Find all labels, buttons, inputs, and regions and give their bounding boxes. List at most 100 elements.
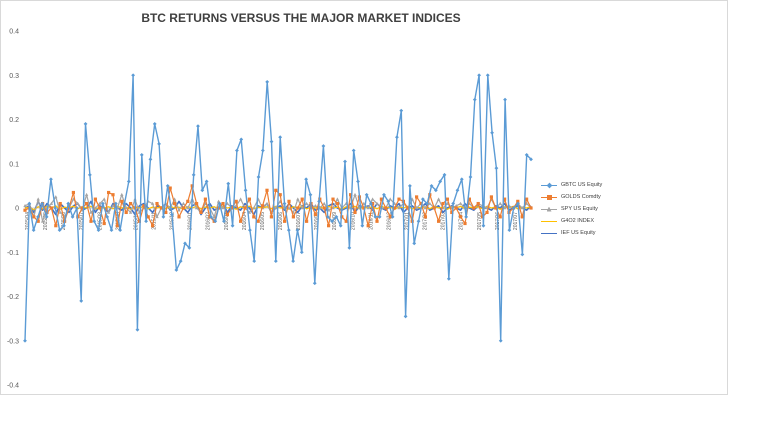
x-tick-label: 2016/08 xyxy=(314,212,320,230)
data-point xyxy=(111,193,115,197)
data-point xyxy=(118,228,123,233)
data-point xyxy=(23,338,27,343)
data-point xyxy=(384,206,388,210)
data-point xyxy=(429,183,434,188)
data-point xyxy=(472,97,477,102)
data-point xyxy=(451,201,456,206)
data-point xyxy=(529,157,533,162)
data-point xyxy=(520,206,524,210)
data-point xyxy=(252,215,256,219)
data-point xyxy=(265,188,269,192)
data-point xyxy=(375,219,379,223)
x-tick-label: 2015/07 xyxy=(79,212,85,230)
data-point xyxy=(109,228,114,233)
data-point xyxy=(204,179,209,184)
data-point xyxy=(322,201,326,205)
data-point xyxy=(278,193,282,197)
data-point xyxy=(388,215,392,219)
data-point xyxy=(455,188,460,193)
data-point xyxy=(203,197,207,201)
data-point xyxy=(120,192,124,197)
data-point xyxy=(217,201,222,206)
data-point xyxy=(230,206,234,210)
data-point xyxy=(516,199,520,203)
data-point xyxy=(445,197,449,201)
data-point xyxy=(349,193,353,197)
data-point xyxy=(331,197,335,201)
x-tick-label: 2016/11 xyxy=(368,212,374,230)
data-point xyxy=(213,219,218,224)
y-tick-label: -0.4 xyxy=(7,383,19,390)
data-point xyxy=(503,197,507,201)
y-tick-label: -0.3 xyxy=(7,338,19,345)
data-point xyxy=(183,241,187,246)
data-point xyxy=(40,201,45,206)
data-point xyxy=(129,201,133,206)
data-point xyxy=(131,73,136,78)
data-point xyxy=(85,201,89,206)
legend-swatch xyxy=(541,229,557,237)
data-point xyxy=(299,250,304,255)
data-point xyxy=(87,172,92,177)
data-point xyxy=(458,201,463,205)
data-point xyxy=(278,135,283,140)
data-point xyxy=(243,188,248,193)
data-point xyxy=(420,197,425,202)
data-point xyxy=(377,214,382,219)
data-point xyxy=(520,252,525,257)
data-point xyxy=(282,201,287,206)
data-point xyxy=(74,206,79,210)
data-point xyxy=(84,192,89,197)
data-point xyxy=(173,201,177,206)
data-point xyxy=(23,208,27,212)
y-tick-label: -0.2 xyxy=(7,294,19,301)
data-point xyxy=(269,139,274,144)
data-point xyxy=(335,197,340,201)
data-point xyxy=(58,210,62,214)
x-tick-label: 2017/07 xyxy=(513,212,519,230)
chart-title: BTC RETURNS VERSUS THE MAJOR MARKET INDI… xyxy=(141,11,461,25)
data-point xyxy=(239,137,244,142)
data-point xyxy=(152,122,157,126)
data-point xyxy=(335,201,339,206)
data-point xyxy=(186,199,190,203)
data-point xyxy=(423,215,427,219)
data-point xyxy=(313,203,318,208)
data-point xyxy=(291,215,295,219)
data-point xyxy=(375,201,379,205)
data-point xyxy=(334,214,339,219)
data-point xyxy=(366,224,370,228)
data-point xyxy=(353,192,357,197)
x-tick-label: 2016/04 xyxy=(242,212,248,230)
data-point xyxy=(178,259,183,263)
x-tick-label: 2016/02 xyxy=(206,212,212,230)
data-point xyxy=(485,73,490,78)
data-point xyxy=(379,197,383,201)
data-point xyxy=(446,276,451,281)
data-point xyxy=(467,197,471,201)
data-point xyxy=(331,206,335,210)
data-point xyxy=(186,206,190,210)
data-point xyxy=(304,201,309,205)
data-point xyxy=(177,208,181,212)
data-point xyxy=(436,197,441,201)
data-point xyxy=(89,219,93,223)
data-point xyxy=(274,188,278,192)
data-point xyxy=(366,206,370,210)
data-point xyxy=(388,197,392,201)
x-tick-label: 2016/12 xyxy=(386,212,392,230)
data-point xyxy=(194,206,199,210)
data-point xyxy=(330,219,334,224)
data-point xyxy=(124,206,128,210)
data-point xyxy=(382,192,386,197)
data-point xyxy=(239,219,243,223)
data-point xyxy=(27,201,32,206)
data-point xyxy=(503,97,507,102)
data-point xyxy=(57,228,62,233)
data-point xyxy=(93,197,97,201)
data-point xyxy=(498,201,502,205)
data-point xyxy=(221,201,225,206)
legend-entry: IEF US Equity xyxy=(541,227,602,239)
data-point xyxy=(32,215,36,219)
data-point xyxy=(313,213,317,217)
